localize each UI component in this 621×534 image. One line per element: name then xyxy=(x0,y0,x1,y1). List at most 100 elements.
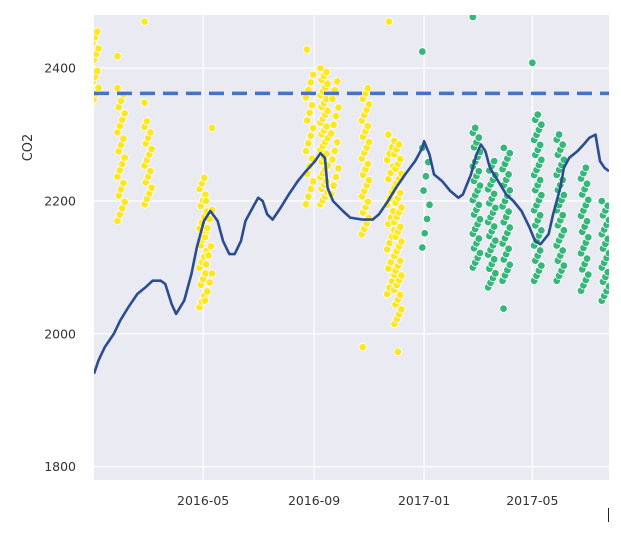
data-point xyxy=(468,15,478,22)
data-point xyxy=(302,45,312,54)
data-point xyxy=(304,192,313,201)
data-point xyxy=(397,203,406,212)
data-point xyxy=(505,148,514,158)
data-point xyxy=(418,47,427,56)
data-point xyxy=(200,296,210,305)
data-point xyxy=(604,248,609,258)
data-point xyxy=(554,130,564,139)
data-point xyxy=(120,109,129,118)
data-point xyxy=(308,123,318,133)
data-point xyxy=(504,207,513,216)
data-point xyxy=(397,271,406,280)
data-point xyxy=(603,234,609,244)
data-point xyxy=(474,200,484,210)
data-point xyxy=(308,177,318,186)
x-tick-label: 2016-09 xyxy=(288,493,340,508)
data-point xyxy=(203,287,212,296)
data-point xyxy=(603,201,609,210)
y-tick-labels: 1800 2000 2200 2400 xyxy=(44,61,76,475)
data-point xyxy=(489,189,499,199)
data-point xyxy=(396,188,405,198)
data-point xyxy=(499,304,508,313)
data-point xyxy=(537,261,546,270)
data-point xyxy=(302,116,312,125)
data-point xyxy=(329,120,338,130)
y-tick-label: 2400 xyxy=(44,61,76,76)
data-point xyxy=(396,222,405,232)
data-point xyxy=(603,267,609,277)
data-point xyxy=(333,77,342,86)
cursor-mark xyxy=(608,508,609,522)
data-point xyxy=(330,146,340,156)
data-point xyxy=(94,101,96,108)
data-point xyxy=(327,129,336,138)
data-point xyxy=(308,70,318,79)
data-point xyxy=(474,167,484,176)
data-point xyxy=(597,196,606,206)
trend-line xyxy=(94,133,609,375)
data-point xyxy=(604,215,609,225)
data-point xyxy=(475,248,485,258)
data-point xyxy=(146,128,155,137)
data-point xyxy=(397,237,406,246)
data-point xyxy=(489,156,499,166)
data-point xyxy=(491,236,500,245)
data-point xyxy=(363,83,373,93)
data-point xyxy=(396,256,405,266)
data-point xyxy=(200,233,210,242)
data-point xyxy=(582,179,592,189)
data-point xyxy=(537,120,546,129)
data-point xyxy=(604,282,609,291)
data-point xyxy=(331,172,341,182)
data-point xyxy=(491,269,500,278)
data-point xyxy=(140,98,149,107)
data-point xyxy=(582,217,592,226)
data-point xyxy=(307,101,317,110)
data-point xyxy=(558,211,567,220)
data-point xyxy=(329,181,338,190)
data-point xyxy=(505,186,514,195)
y-tick-label: 2000 xyxy=(44,326,76,341)
data-point xyxy=(142,117,152,126)
data-point xyxy=(306,78,315,87)
data-point xyxy=(333,138,342,147)
data-point xyxy=(146,166,155,176)
data-point xyxy=(205,278,214,287)
data-point xyxy=(584,233,593,242)
data-point xyxy=(363,159,373,169)
data-point xyxy=(535,140,545,150)
data-point xyxy=(364,137,374,147)
data-point xyxy=(94,83,103,93)
data-point xyxy=(120,153,129,162)
data-point xyxy=(328,94,337,104)
data-point xyxy=(334,164,343,173)
data-point xyxy=(475,181,485,190)
data-point xyxy=(119,134,128,143)
data-point xyxy=(203,223,212,233)
data-point xyxy=(537,155,546,165)
data-point xyxy=(418,243,427,252)
data-point xyxy=(201,260,211,269)
data-point xyxy=(535,246,545,255)
y-tick-label: 2200 xyxy=(44,194,76,209)
data-point xyxy=(559,261,569,270)
data-point xyxy=(474,133,484,142)
data-point xyxy=(504,170,513,179)
series-line xyxy=(94,133,609,375)
data-point xyxy=(113,83,122,93)
data-point xyxy=(421,172,431,181)
data-point xyxy=(200,173,209,182)
data-point xyxy=(396,290,405,300)
data-point xyxy=(471,123,480,133)
data-point xyxy=(504,244,513,254)
data-point xyxy=(147,144,156,154)
data-point xyxy=(364,100,374,109)
data-point xyxy=(584,195,593,205)
data-point xyxy=(301,200,311,209)
data-point xyxy=(384,17,394,26)
data-point xyxy=(537,190,546,200)
data-point xyxy=(420,229,429,238)
data-point xyxy=(301,146,311,156)
data-point xyxy=(394,140,404,149)
data-point xyxy=(474,234,484,243)
